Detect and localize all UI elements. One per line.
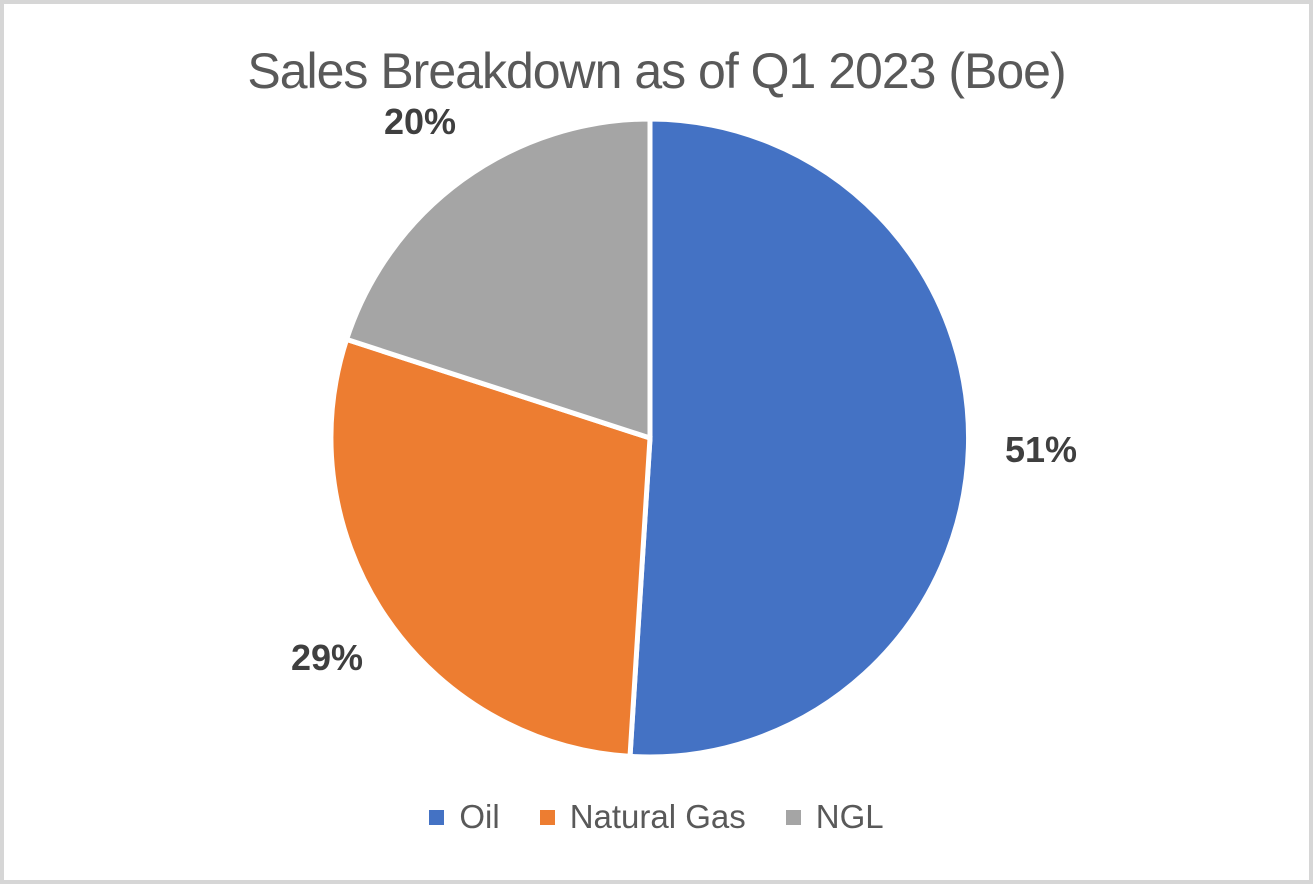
pie-chart <box>328 116 972 760</box>
chart-legend: Oil Natural Gas NGL <box>4 795 1309 839</box>
legend-label-ngl: NGL <box>815 798 884 835</box>
chart-title: Sales Breakdown as of Q1 2023 (Boe) <box>247 43 1066 99</box>
data-label-ngl: 20% <box>383 101 457 142</box>
pie-slice-oil <box>627 116 972 760</box>
legend-item-ngl: NGL <box>785 798 884 836</box>
legend-label-natural-gas: Natural Gas <box>569 798 746 835</box>
pie-slice-ngl <box>343 116 653 442</box>
legend-marker-oil-icon <box>429 809 445 825</box>
legend-item-oil: Oil <box>429 798 500 836</box>
data-label-oil: 51% <box>1004 429 1078 470</box>
legend-marker-ngl-icon <box>785 809 801 825</box>
legend-label-oil: Oil <box>459 798 500 835</box>
legend-item-natural-gas: Natural Gas <box>539 798 746 836</box>
data-label-natural-gas: 29% <box>290 637 364 678</box>
legend-marker-natural-gas-icon <box>539 809 555 825</box>
pie-slice-natural-gas <box>328 336 653 760</box>
